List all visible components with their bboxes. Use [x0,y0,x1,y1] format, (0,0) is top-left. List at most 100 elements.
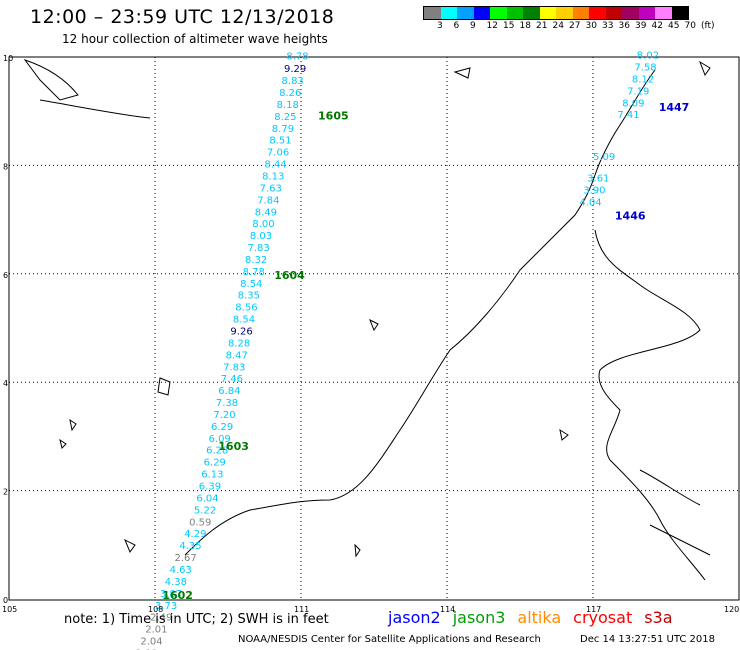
page-title: 12:00 – 23:59 UTC 12/13/2018 [30,6,335,28]
coastline-sumatra-north [23,59,79,101]
legend-swatch-11 [605,7,622,19]
wave-height-label: 8.35 [238,291,260,302]
wave-height-label: 8.28 [228,338,250,349]
wave-height-label: 8.12 [632,74,654,85]
wave-height-label: 6.39 [199,482,221,493]
legend-label-11: 36 [618,21,630,31]
wave-height-label: 8.09 [622,98,644,109]
credit-date: Dec 14 13:27:51 UTC 2018 [580,634,715,645]
sat-label-cryosat: cryosat [573,608,633,627]
wave-height-label: 6.04 [196,493,218,504]
wave-height-label: 8.49 [255,207,277,218]
wave-height-label: 8.54 [233,315,255,326]
footer-note: note: 1) Time is in UTC; 2) SWH is in fe… [64,612,329,627]
legend-swatch-13 [638,7,655,19]
coastlines [23,59,711,581]
wave-height-label: 3.61 [587,174,609,185]
wave-height-label: 3.90 [583,186,605,197]
color-scale-legend [423,6,689,20]
legend-swatch-15 [671,7,688,19]
wave-height-label: 7.41 [617,110,639,121]
wave-height-label: 4.35 [179,541,201,552]
coastline-west-islands [39,99,151,119]
legend-label-7: 24 [552,21,564,31]
y-tick-10: 10 [3,54,13,63]
legend-swatch-8 [556,7,573,19]
legend-label-13: 42 [651,21,663,31]
x-tick-117: 117 [586,605,601,614]
wave-height-label: 8.32 [245,255,267,266]
x-tick-108: 108 [148,605,163,614]
wave-height-label: 7.06 [267,148,289,159]
wave-height-label: 2.19 [136,648,158,650]
wave-height-label: 8.03 [250,231,272,242]
wave-height-label: 5.09 [593,152,615,163]
axis-ticks: 105 108 111 114 117 120 0 2 4 6 8 10 [2,54,739,614]
wave-height-label: 5.22 [194,505,216,516]
wave-height-label: 3.73 [155,601,177,612]
legend-swatch-7 [539,7,556,19]
wave-height-label: 4.63 [170,565,192,576]
pass-time-label: 1605 [318,109,349,122]
y-tick-4: 4 [3,379,8,388]
satellite-legend: jason2 jason3 altika cryosat s3a [388,608,685,627]
wave-height-label: 8.26 [279,88,301,99]
wave-height-label: 7.84 [257,195,279,206]
wave-height-label: 7.58 [634,63,656,74]
wave-height-label: 8.13 [262,171,284,182]
legend-label-6: 21 [536,21,548,31]
coastline-southeast [639,469,711,556]
legend-label-12: 39 [635,21,647,31]
legend-label-16: (ft) [701,21,715,31]
wave-height-label: 8.02 [637,51,659,62]
legend-swatch-14 [655,7,672,19]
wave-height-label: 3.87 [160,589,182,600]
wave-height-label: 8.18 [277,100,299,111]
wave-height-label: 6.29 [211,422,233,433]
wave-height-label: 7.19 [627,86,649,97]
map-grid [9,57,739,599]
legend-label-15: 70 [684,21,696,31]
legend-swatch-3 [473,7,490,19]
pass-time-label: 1603 [218,440,249,453]
wave-height-label: 7.63 [260,183,282,194]
x-tick-105: 105 [2,605,17,614]
wave-height-label: 8.44 [265,160,287,171]
wave-height-label: 7.38 [216,398,238,409]
legend-swatch-0 [424,7,441,19]
legend-swatch-10 [589,7,606,19]
y-tick-6: 6 [3,271,8,280]
pass-time-label: 1447 [659,101,690,114]
legend-label-9: 30 [585,21,597,31]
wave-height-label: 6.28 [206,446,228,457]
legend-label-14: 45 [668,21,680,31]
wave-height-label: 2.04 [140,637,162,648]
wave-height-label: 2.01 [145,625,167,636]
legend-label-5: 18 [519,21,531,31]
sat-label-s3a: s3a [644,608,673,627]
wave-height-label: 8.56 [235,303,257,314]
coastline-borneo-west [184,69,656,556]
legend-swatch-12 [622,7,639,19]
pass-time-label: 1604 [274,269,305,282]
wave-height-label: 6.13 [201,470,223,481]
wave-height-label: 8.83 [282,76,304,87]
legend-label-8: 27 [569,21,581,31]
wave-height-label: 8.25 [274,112,296,123]
legend-label-3: 12 [486,21,498,31]
legend-label-10: 33 [602,21,614,31]
sat-label-jason2: jason2 [388,608,441,627]
wave-height-label: 8.78 [286,52,308,63]
wave-height-label: 8.54 [240,279,262,290]
wave-height-label: 8.47 [226,350,248,361]
wave-height-label: 8.51 [269,136,291,147]
x-tick-120: 120 [724,605,739,614]
coastline-borneo-east [594,229,706,581]
y-tick-2: 2 [3,488,8,497]
wave-height-label: 6.29 [204,458,226,469]
wave-height-label: 9.29 [284,64,306,75]
wave-height-label: 9.26 [230,327,252,338]
wave-height-label: 8.79 [272,124,294,135]
wave-height-label: 8.00 [252,219,274,230]
